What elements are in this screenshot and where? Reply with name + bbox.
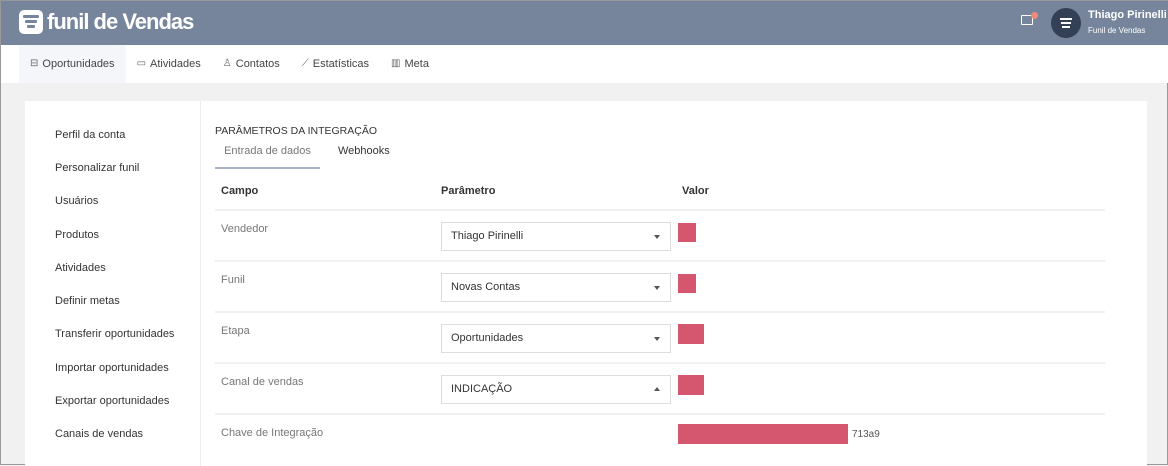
nav-label: Estatísticas [312, 58, 370, 70]
redacted-key [678, 424, 848, 444]
chevron-down-icon [654, 337, 660, 341]
field-label: Funil [221, 274, 245, 286]
sidebar-item[interactable]: Definir metas [55, 295, 120, 307]
field-label: Etapa [221, 325, 250, 337]
sidebar-item[interactable]: Exportar oportunidades [55, 395, 170, 407]
trend-icon: ⟋ [301, 58, 309, 69]
field-label: Chave de Integração [221, 427, 324, 439]
top-bar: funil de Vendas Thiago Pirinelli Funil d… [1, 1, 1168, 45]
column-header: Parâmetro [441, 185, 496, 197]
chevron-down-icon [654, 235, 660, 239]
sidebar-item[interactable]: Transferir oportunidades [55, 328, 175, 340]
sidebar-item[interactable]: Perfil da conta [55, 129, 126, 141]
contacts-icon: ♙ [222, 58, 232, 69]
page-title: PARÂMETROS DA INTEGRAÇÃO [215, 125, 377, 137]
column-header: Valor [682, 185, 709, 197]
avatar[interactable] [1051, 8, 1081, 38]
integration-key-suffix: 713a9 [852, 429, 880, 440]
sidebar-item[interactable]: Canais de vendas [55, 428, 144, 440]
user-company: Funil de Vendas [1088, 26, 1146, 35]
user-block: Thiago Pirinelli Funil de Vendas [1088, 9, 1166, 36]
tabs: Entrada de dados Webhooks [215, 145, 396, 169]
divider [215, 362, 1105, 364]
logo-text: funil de Vendas [47, 9, 194, 34]
sidebar-item[interactable]: Usuários [55, 195, 99, 207]
sidebar-item[interactable]: Atividades [55, 262, 106, 274]
notification-dot [1031, 12, 1038, 19]
nav-atividades[interactable]: ▭ Atividades [126, 45, 212, 83]
main-nav: ⊟ Oportunidades ▭ Atividades ♙ Contatos ⟋ Es… [1, 45, 1168, 83]
nav-estatisticas[interactable]: ⟋ Estatísticas [291, 45, 380, 83]
bar-chart-icon: ▥ [391, 58, 401, 69]
tab-webhooks[interactable]: Webhooks [338, 145, 390, 157]
divider [215, 209, 1105, 211]
nav-label: Atividades [150, 58, 201, 70]
user-name[interactable]: Thiago Pirinelli [1088, 9, 1166, 21]
sidebar-item[interactable]: Personalizar funil [55, 162, 140, 174]
select-value: Oportunidades [451, 332, 524, 344]
briefcase-icon: ⊟ [30, 58, 39, 69]
chevron-up-icon [654, 387, 660, 391]
divider [215, 311, 1105, 313]
column-header: Campo [221, 185, 259, 197]
settings-sidebar: Perfil da conta Personalizar funil Usuár… [25, 101, 201, 466]
nav-label: Meta [404, 58, 429, 70]
funil-select[interactable]: Novas Contas [441, 273, 671, 302]
vendedor-select[interactable]: Thiago Pirinelli [441, 222, 671, 251]
field-label: Canal de vendas [221, 376, 304, 388]
divider [215, 260, 1105, 262]
etapa-select[interactable]: Oportunidades [441, 324, 671, 353]
select-value: INDICAÇÃO [451, 383, 513, 395]
chevron-down-icon [654, 286, 660, 290]
nav-label: Oportunidades [42, 58, 115, 70]
calendar-icon: ▭ [136, 58, 147, 69]
redacted-value [678, 375, 704, 395]
sidebar-item[interactable]: Importar oportunidades [55, 362, 169, 374]
nav-oportunidades[interactable]: ⊟ Oportunidades [19, 45, 126, 83]
calendar-notification-icon[interactable] [1021, 15, 1033, 25]
tab-entrada-de-dados[interactable]: Entrada de dados [215, 145, 320, 169]
sidebar-item[interactable]: Produtos [55, 229, 100, 241]
logo[interactable]: funil de Vendas [19, 9, 194, 35]
redacted-value [678, 274, 696, 293]
settings-card: Perfil da conta Personalizar funil Usuár… [25, 101, 1147, 466]
redacted-value [678, 324, 704, 344]
canal-select[interactable]: INDICAÇÃO [441, 375, 671, 404]
select-value: Thiago Pirinelli [451, 230, 524, 242]
field-label: Vendedor [221, 223, 269, 235]
nav-label: Contatos [235, 58, 280, 70]
select-value: Novas Contas [451, 281, 521, 293]
nav-meta[interactable]: ▥ Meta [380, 45, 440, 83]
funnel-icon [19, 10, 43, 34]
redacted-value [678, 223, 696, 242]
divider [215, 413, 1105, 415]
nav-contatos[interactable]: ♙ Contatos [212, 45, 291, 83]
